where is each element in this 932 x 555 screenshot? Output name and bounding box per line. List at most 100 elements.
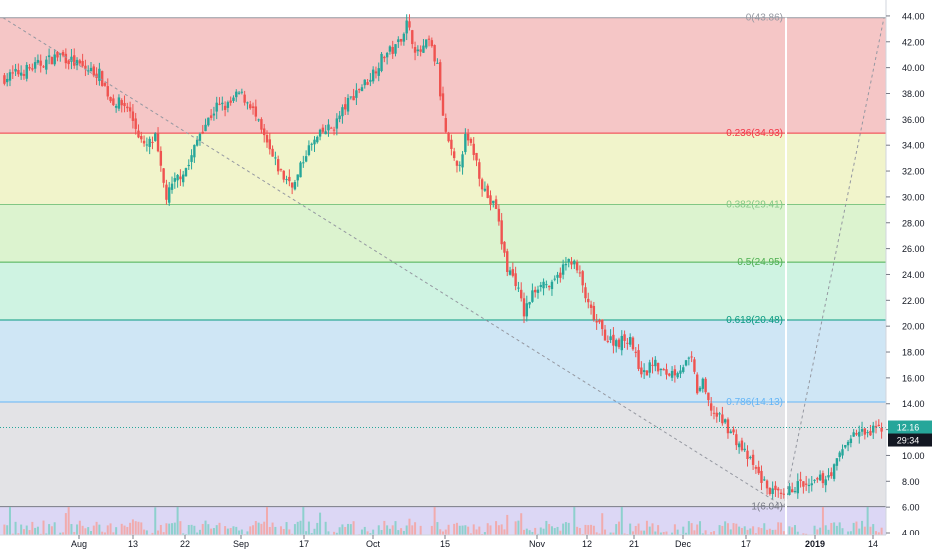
volume-bar — [201, 523, 204, 537]
candle-body — [855, 432, 858, 435]
volume-bar — [489, 525, 492, 537]
candle-body — [87, 70, 90, 72]
candle-body — [536, 289, 540, 293]
fib-label-3: 0.5(24.95) — [737, 257, 783, 268]
volume-bar — [397, 530, 400, 537]
volume-bar — [232, 526, 235, 537]
candle-body — [450, 139, 453, 149]
y-tick-label: 16.00 — [902, 373, 925, 383]
candle-body — [556, 274, 559, 278]
volume-bar — [293, 524, 296, 537]
candle-body — [33, 62, 37, 69]
volume-bar — [129, 522, 132, 537]
volume-bar — [313, 528, 316, 537]
candle-body — [148, 138, 151, 147]
candle-body — [335, 118, 339, 129]
candle-body — [670, 370, 674, 378]
candle-body — [399, 38, 403, 42]
x-tick-label: 15 — [440, 539, 450, 549]
volume-bar — [190, 524, 193, 537]
volume-bar — [517, 520, 520, 537]
candle-body — [123, 102, 126, 107]
candle-body — [835, 458, 839, 466]
volume-bar — [173, 522, 176, 537]
volume-bar — [604, 529, 607, 537]
volume-bar — [841, 528, 844, 537]
candle-body — [316, 136, 319, 143]
candle-body — [237, 92, 241, 94]
volume-bar — [592, 525, 595, 537]
candle-body — [341, 107, 344, 117]
candle-body — [634, 351, 637, 353]
candle-body — [11, 72, 14, 74]
volume-bar — [218, 522, 221, 537]
volume-bar — [576, 526, 579, 537]
candle-body — [846, 441, 850, 446]
volume-bar — [464, 525, 467, 537]
volume-bar — [475, 529, 478, 537]
volume-bar — [193, 525, 196, 537]
y-tick-label: 26.00 — [902, 244, 925, 254]
candle-body — [642, 370, 646, 373]
candle-body — [14, 68, 17, 72]
candle-body — [726, 419, 730, 434]
candle-body — [369, 79, 372, 82]
candle-body — [64, 53, 68, 64]
y-tick-label: 8.00 — [902, 477, 920, 487]
volume-bar — [838, 522, 841, 537]
candle-body — [271, 148, 274, 157]
candle-body — [559, 272, 562, 278]
y-tick-label: 40.00 — [902, 63, 925, 73]
volume-bar — [92, 525, 95, 537]
candle-body — [100, 71, 104, 86]
last-price-text: 12.16 — [897, 423, 920, 433]
candle-body — [517, 287, 520, 289]
candle-body — [807, 484, 811, 487]
volume-bar — [523, 529, 526, 537]
candle-body — [818, 474, 822, 481]
volume-bar — [34, 527, 37, 537]
volume-bar — [226, 528, 229, 537]
candle-body — [511, 269, 515, 276]
candle-body — [813, 479, 816, 481]
candle-body — [282, 170, 285, 180]
candle-body — [318, 129, 322, 137]
candle-body — [567, 258, 570, 262]
candle-body — [821, 473, 825, 484]
volume-bar — [168, 523, 171, 537]
candle-body — [698, 387, 702, 391]
volume-bar — [344, 526, 347, 537]
candle-body — [204, 124, 207, 132]
candle-body — [782, 493, 786, 495]
fib-extension-line — [783, 17, 885, 507]
candle-body — [145, 144, 149, 146]
volume-bar — [735, 523, 738, 537]
volume-bar — [796, 531, 799, 537]
y-tick-label: 10.00 — [902, 451, 925, 461]
candle-body — [709, 403, 713, 411]
volume-bar — [648, 526, 651, 537]
volume-bar — [257, 522, 260, 537]
candle-body — [131, 111, 135, 121]
candle-body — [615, 340, 618, 347]
candle-body — [737, 443, 741, 448]
volume-bar — [165, 523, 168, 537]
volume-bar — [852, 522, 855, 537]
volume-bar — [106, 525, 109, 537]
y-tick-label: 4.00 — [902, 529, 920, 539]
candle-body — [109, 97, 112, 102]
volume-bar — [520, 513, 523, 537]
candle-body — [472, 143, 475, 155]
volume-bar — [531, 531, 534, 537]
volume-bar — [699, 521, 702, 537]
candle-body — [45, 59, 48, 70]
volume-bar — [760, 528, 763, 537]
candle-body — [561, 264, 565, 275]
candle-body — [589, 304, 593, 308]
volume-bar — [433, 507, 436, 537]
volume-bar — [126, 526, 129, 537]
volume-bar — [673, 524, 676, 537]
candle-body — [874, 426, 878, 428]
volume-bar — [349, 524, 352, 537]
